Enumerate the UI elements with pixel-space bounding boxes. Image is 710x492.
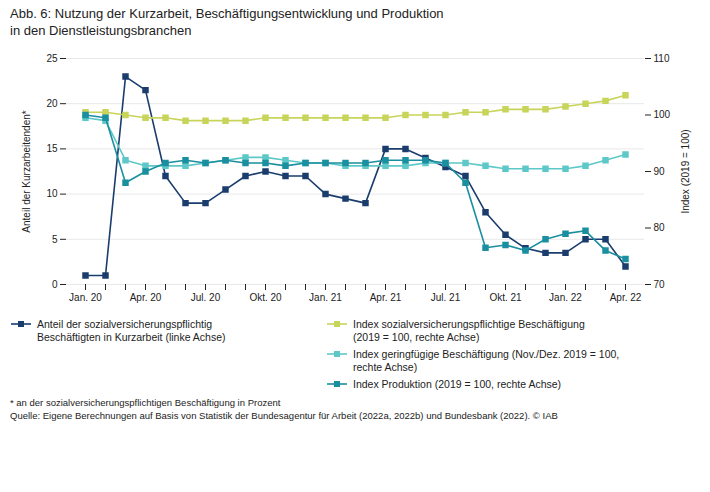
svg-text:10: 10 <box>46 188 58 199</box>
svg-text:Apr. 20: Apr. 20 <box>130 291 162 302</box>
html-text:Index geringfügige Beschäftigu: Index geringfügige Beschäftigung (Nov./D… <box>353 348 620 374</box>
svg-text:15: 15 <box>46 143 58 154</box>
html-text:* an der sozialversicherungspf: * an der sozialversicherungspflichtigen … <box>10 397 281 409</box>
svg-text:25: 25 <box>46 52 58 63</box>
svg-text:90: 90 <box>654 165 666 176</box>
svg-text:Jan. 20: Jan. 20 <box>69 291 102 302</box>
svg-text:Jul. 21: Jul. 21 <box>431 291 461 302</box>
svg-text:Index (2019 = 100): Index (2019 = 100) <box>680 129 691 213</box>
svg-text:Okt. 21: Okt. 21 <box>489 291 522 302</box>
svg-text:0: 0 <box>52 278 58 289</box>
svg-text:110: 110 <box>654 52 670 63</box>
svg-text:Anteil der Kurzarbeitenden*: Anteil der Kurzarbeitenden* <box>21 110 32 232</box>
svg-text:20: 20 <box>46 98 58 109</box>
html-text:Anteil der sozialversicherungs: Anteil der sozialversicherungspflichtig … <box>37 317 226 343</box>
html-text:Index Produktion (2019 = 100,: Index Produktion (2019 = 100, rechte Ach… <box>353 378 562 391</box>
html-text:Abb. 6: Nutzung der Kurzarbeit: Abb. 6: Nutzung der Kurzarbeit, Beschäft… <box>10 6 444 38</box>
svg-text:70: 70 <box>654 278 666 289</box>
svg-text:5: 5 <box>52 233 58 244</box>
svg-text:Jan. 22: Jan. 22 <box>549 291 582 302</box>
html-text:Index sozialversicherungspflic: Index sozialversicherungspflichtige Besc… <box>353 317 585 343</box>
svg-text:Jan. 21: Jan. 21 <box>309 291 342 302</box>
svg-text:Okt. 20: Okt. 20 <box>249 291 282 302</box>
svg-text:80: 80 <box>654 222 666 233</box>
svg-text:Apr. 21: Apr. 21 <box>370 291 402 302</box>
svg-text:Jul. 20: Jul. 20 <box>191 291 221 302</box>
svg-text:100: 100 <box>654 109 671 120</box>
svg-text:Apr. 22: Apr. 22 <box>610 291 642 302</box>
html-text:Quelle: Eigene Berechnungen au: Quelle: Eigene Berechnungen auf Basis vo… <box>10 409 558 421</box>
